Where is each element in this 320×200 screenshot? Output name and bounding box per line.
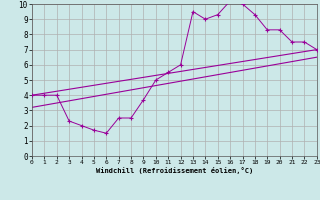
X-axis label: Windchill (Refroidissement éolien,°C): Windchill (Refroidissement éolien,°C) bbox=[96, 167, 253, 174]
